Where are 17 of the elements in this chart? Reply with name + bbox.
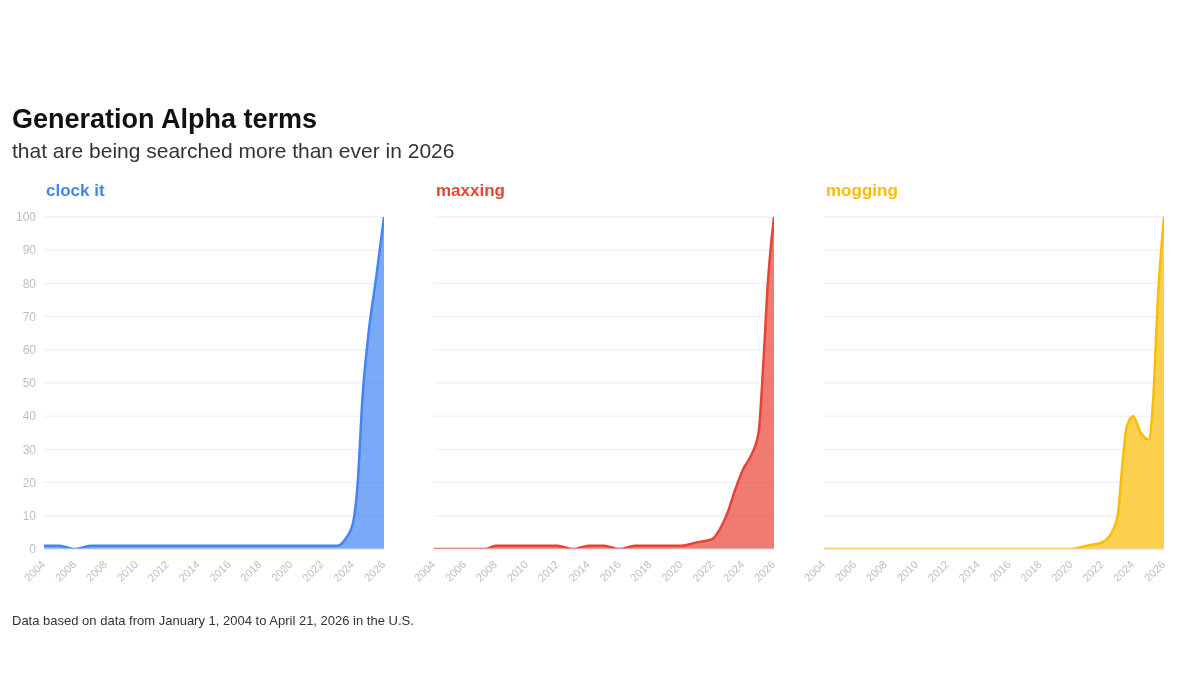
y-tick-label: 90 [22, 243, 37, 258]
y-tick-label: 30 [22, 442, 37, 457]
y-tick-label: 60 [22, 343, 37, 358]
chart-subtitle: that are being searched more than ever in 2026 [12, 139, 456, 163]
y-tick-label: 80 [22, 276, 37, 291]
y-tick-label: 20 [22, 475, 37, 490]
y-tick-label: 100 [15, 210, 37, 225]
text: maxxing [436, 181, 505, 200]
text: clock it [46, 181, 105, 200]
y-tick-label: 70 [22, 309, 37, 324]
chart-title: Generation Alpha terms [12, 104, 319, 135]
text: mogging [826, 181, 898, 200]
y-tick-label: 0 [29, 542, 37, 557]
text: Data based on data from January 1, 2004 to April 21, 2026 in the U.S. [12, 613, 415, 628]
y-tick-label: 10 [22, 509, 37, 524]
y-tick-label: 40 [22, 409, 37, 424]
y-tick-label: 50 [22, 376, 37, 391]
